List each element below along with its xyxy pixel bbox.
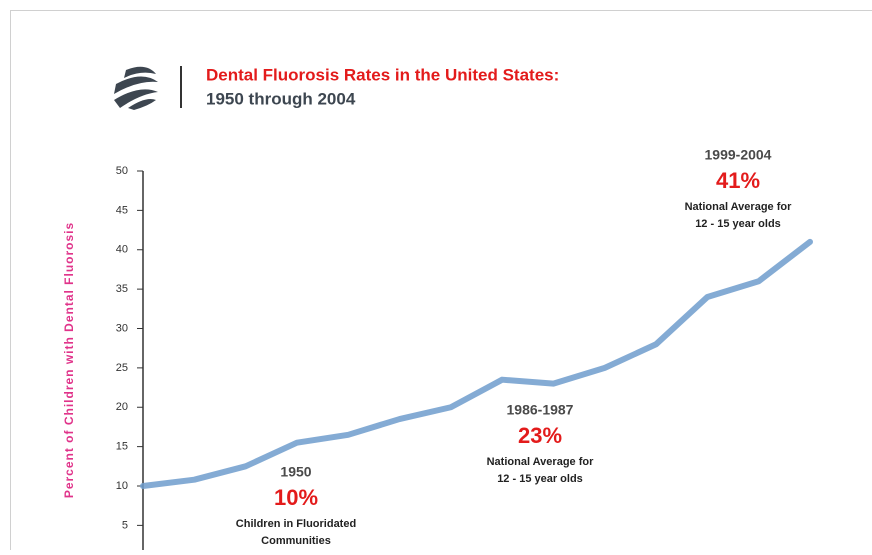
y-tick-label: 5 bbox=[122, 519, 128, 531]
line-series bbox=[143, 242, 810, 486]
y-tick-label: 15 bbox=[116, 441, 128, 453]
y-tick-label: 10 bbox=[116, 480, 128, 492]
chart-subtitle: 1950 through 2004 bbox=[206, 89, 356, 108]
annotation-text: National Average for bbox=[487, 456, 594, 468]
y-tick-label: 40 bbox=[116, 244, 128, 256]
annotation-text: National Average for bbox=[685, 201, 792, 213]
y-axis-label: Percent of Children with Dental Fluorosi… bbox=[62, 222, 76, 498]
annotation-text: 12 - 15 year olds bbox=[497, 473, 583, 485]
y-tick-label: 50 bbox=[116, 165, 128, 177]
y-tick-label: 45 bbox=[116, 204, 128, 216]
annotation-period: 1986-1987 bbox=[507, 402, 574, 418]
y-tick-label: 25 bbox=[116, 362, 128, 374]
y-tick-label: 35 bbox=[116, 283, 128, 295]
annotation-period: 1999-2004 bbox=[705, 147, 772, 163]
annotation-value: 41% bbox=[716, 168, 760, 193]
annotation-value: 10% bbox=[274, 485, 318, 510]
annotation-text: Children in Fluoridated bbox=[236, 518, 356, 530]
annotation-text: 12 - 15 year olds bbox=[695, 218, 781, 230]
y-tick-label: 30 bbox=[116, 322, 128, 334]
chart-title: Dental Fluorosis Rates in the United Sta… bbox=[206, 65, 559, 84]
annotation-text: Communities bbox=[261, 535, 331, 547]
y-tick-label: 20 bbox=[116, 401, 128, 413]
logo bbox=[114, 67, 158, 110]
annotation-value: 23% bbox=[518, 423, 562, 448]
annotation-period: 1950 bbox=[280, 464, 311, 480]
